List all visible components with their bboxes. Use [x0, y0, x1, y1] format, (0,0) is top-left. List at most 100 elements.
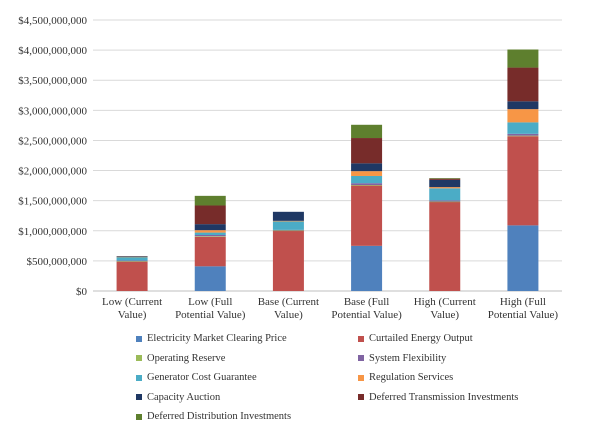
bar-segment	[194, 230, 226, 233]
bar-segment	[429, 201, 461, 291]
bar-segment	[351, 138, 383, 164]
legend-item: Deferred Transmission Investments	[358, 392, 518, 403]
bar-segment	[507, 122, 539, 134]
x-tick-label: High (Current	[414, 296, 476, 308]
bar-segment	[272, 221, 304, 230]
bar-segment	[194, 236, 226, 237]
bar-segment	[351, 175, 383, 184]
legend-item: System Flexibility	[358, 353, 446, 364]
y-tick-label: $2,500,000,000	[18, 135, 87, 147]
y-tick-label: $2,000,000,000	[18, 166, 87, 178]
bar-segment	[116, 256, 148, 258]
bar-segment	[429, 187, 461, 189]
x-tick-label: Potential Value)	[175, 309, 246, 321]
legend-swatch	[358, 355, 364, 361]
legend-label: Generator Cost Guarantee	[147, 372, 257, 383]
bar-segment	[351, 185, 383, 186]
legend-item: Deferred Distribution Investments	[136, 411, 291, 422]
x-tick-label: Value)	[274, 309, 303, 321]
y-tick-label: $4,500,000,000	[18, 15, 87, 27]
bar-segment	[116, 261, 148, 262]
y-tick-label: $0	[76, 286, 88, 298]
bar-segment	[351, 245, 383, 291]
bar-segment	[351, 171, 383, 176]
legend-swatch	[358, 374, 364, 381]
bar-segment	[507, 101, 539, 110]
legend-label: Curtailed Energy Output	[369, 333, 473, 344]
bar-segment	[351, 163, 383, 172]
bar-segment	[194, 205, 226, 225]
legend-swatch	[136, 335, 142, 342]
legend-swatch	[136, 374, 142, 381]
bar-segment	[351, 124, 383, 139]
y-tick-label: $4,000,000,000	[18, 45, 87, 57]
bar-segment	[507, 49, 539, 68]
bar-segment	[429, 188, 461, 201]
bar-segment	[507, 225, 539, 291]
x-tick-label: High (Full	[500, 296, 546, 308]
bar-segment	[272, 230, 304, 232]
bar-segment	[507, 109, 539, 123]
x-tick-label: Value)	[118, 309, 147, 321]
y-tick-label: $3,000,000,000	[18, 105, 87, 117]
x-tick-label: Base (Current	[258, 296, 319, 308]
bar-segment	[429, 178, 461, 179]
bar-segment	[507, 133, 539, 136]
legend-item: Regulation Services	[358, 372, 453, 383]
y-tick-label: $3,500,000,000	[18, 75, 87, 87]
legend-label: Regulation Services	[369, 372, 454, 383]
legend-item: Capacity Auction	[136, 392, 220, 403]
legend-label: Capacity Auction	[147, 391, 221, 403]
legend-swatch	[136, 413, 142, 420]
bar-segment	[272, 230, 304, 291]
legend-swatch	[358, 335, 364, 342]
legend-label: Operating Reserve	[147, 352, 226, 364]
bar-segment	[116, 256, 148, 257]
bar-segment	[194, 224, 226, 231]
gridlines	[93, 19, 562, 292]
bar-segment	[351, 183, 383, 186]
bar-segment	[429, 201, 461, 203]
legend-item: Generator Cost Guarantee	[136, 372, 257, 383]
bar-segment	[116, 260, 148, 262]
bar-segment	[194, 236, 226, 267]
bar-segment	[429, 200, 461, 202]
bar-segment	[194, 266, 226, 291]
bar-segment	[194, 234, 226, 237]
x-tick-label: Low (Current	[102, 296, 162, 308]
bars	[116, 49, 539, 291]
bar-segment	[272, 229, 304, 231]
y-tick-label: $500,000,000	[27, 256, 88, 268]
y-tick-label: $1,500,000,000	[18, 196, 87, 208]
bar-segment	[116, 256, 148, 261]
x-tick-label: Potential Value)	[331, 309, 402, 321]
x-tick-label: Potential Value)	[488, 309, 559, 321]
bar-segment	[194, 232, 226, 235]
bar-segment	[116, 261, 148, 291]
legend-label: Electricity Market Clearing Price	[147, 333, 287, 344]
legend-swatch	[136, 355, 142, 361]
bar-segment	[429, 178, 461, 180]
bar-segment	[194, 195, 226, 206]
legend-item: Operating Reserve	[136, 353, 225, 364]
x-tick-label: Base (Full	[344, 296, 390, 308]
x-tick-label: Value)	[430, 309, 459, 321]
y-tick-label: $1,000,000,000	[18, 226, 87, 238]
bar-segment	[429, 179, 461, 188]
legend-label: Deferred Distribution Investments	[147, 411, 292, 422]
legend-item: Curtailed Energy Output	[358, 333, 473, 344]
y-axis: $0 $500,000,000 $1,000,000,000 $1,500,000,0…	[18, 15, 87, 298]
legend-swatch	[358, 394, 364, 400]
bar-segment	[507, 67, 539, 102]
bar-segment	[272, 220, 304, 222]
legend-swatch	[136, 394, 142, 400]
legend-item: Electricity Market Clearing Price	[136, 333, 287, 344]
x-tick-label: Low (Full	[188, 296, 232, 308]
bar-segment	[272, 211, 304, 221]
bar-segment	[351, 185, 383, 246]
bar-segment	[507, 135, 539, 137]
legend-label: Deferred Transmission Investments	[369, 391, 519, 403]
bar-segment	[507, 136, 539, 226]
